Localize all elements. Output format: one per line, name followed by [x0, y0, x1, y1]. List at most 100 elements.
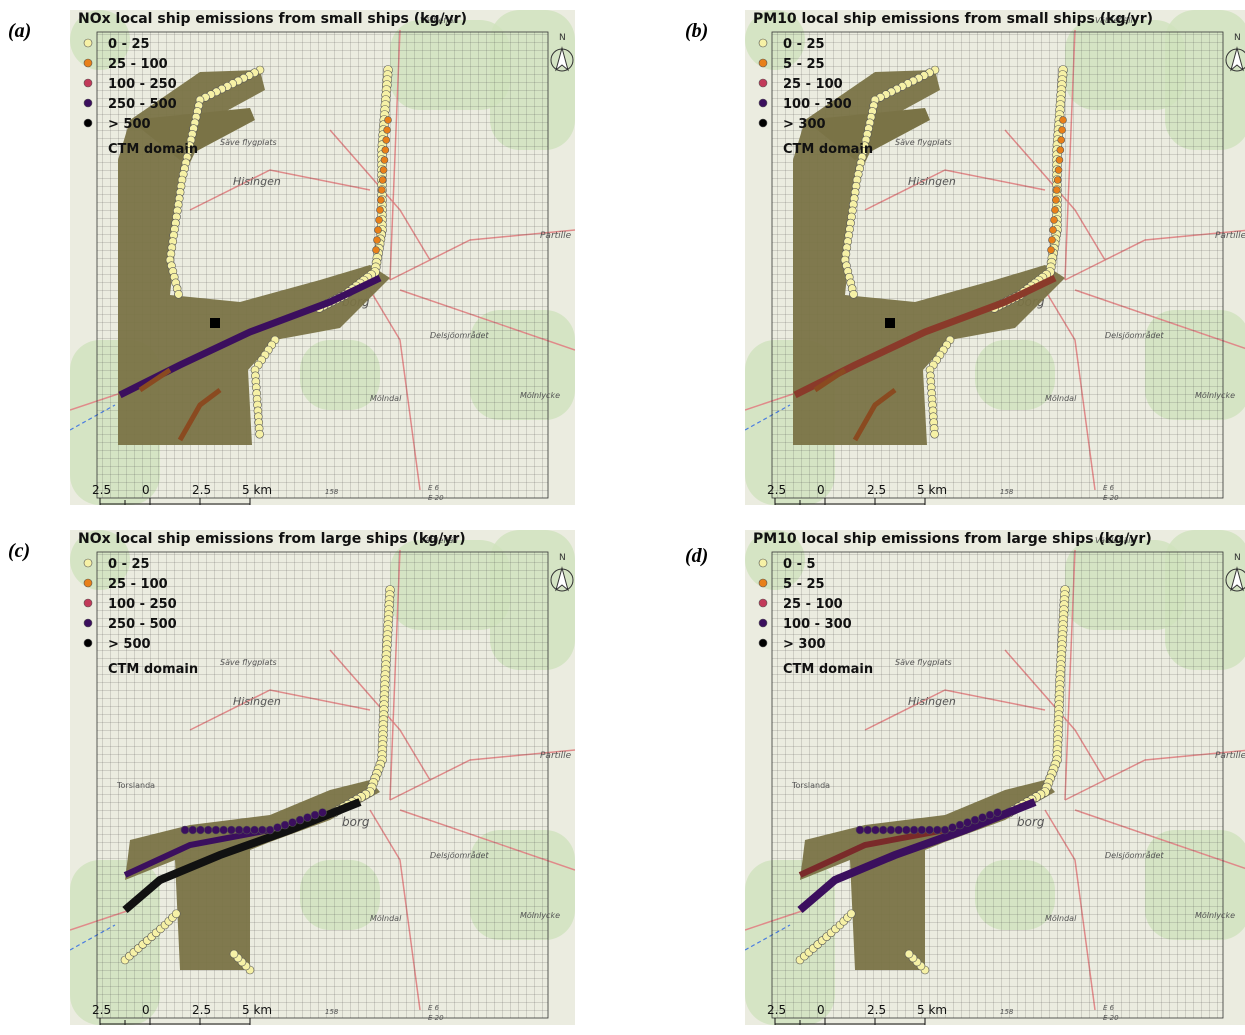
- emission-cell: [374, 237, 381, 244]
- emission-cell: [258, 826, 266, 834]
- legend-label: CTM domain: [783, 662, 873, 677]
- place-label: Säve flygplats: [895, 658, 952, 667]
- legend-label: 0 - 25: [108, 557, 150, 572]
- legend-label: 5 - 25: [783, 57, 825, 72]
- legend-label: 250 - 500: [108, 97, 177, 112]
- emission-cell: [251, 826, 259, 834]
- panel-label: (b): [685, 20, 708, 43]
- place-label: Delsjöområdet: [430, 330, 489, 340]
- emission-cell: [885, 318, 895, 328]
- emission-cell: [933, 826, 941, 834]
- emission-cell: [964, 819, 972, 827]
- place-label: Torslanda: [791, 781, 830, 790]
- emission-cell: [956, 821, 964, 829]
- scale-label: 2.5: [767, 483, 786, 497]
- legend-label: 5 - 25: [783, 577, 825, 592]
- emission-cell: [918, 826, 926, 834]
- scale-label: 5 km: [917, 1003, 947, 1017]
- place-label: 158: [1000, 488, 1014, 496]
- emission-cell: [864, 826, 872, 834]
- place-label: Mölndal: [370, 914, 402, 923]
- emission-cell: [1048, 247, 1055, 254]
- emission-cell: [895, 826, 903, 834]
- emission-cell: [379, 177, 386, 184]
- emission-cell: [377, 207, 384, 214]
- place-label: E 6: [1103, 1004, 1115, 1012]
- legend-symbol: [759, 619, 767, 627]
- scale-label: 2.5: [767, 1003, 786, 1017]
- emission-cell: [979, 814, 987, 822]
- legend-label: CTM domain: [108, 142, 198, 157]
- legend-label: 100 - 300: [783, 617, 852, 632]
- emission-cell: [196, 826, 204, 834]
- place-label: Säve flygplats: [220, 138, 277, 147]
- legend-symbol: [84, 39, 92, 47]
- emission-cell: [1056, 157, 1063, 164]
- emission-cell: [887, 826, 895, 834]
- legend-symbol: [84, 619, 92, 627]
- scale-label: 5 km: [242, 483, 272, 497]
- emission-cell: [212, 826, 220, 834]
- legend-symbol: [84, 119, 92, 127]
- place-label: borg: [342, 815, 370, 829]
- emission-cell: [181, 826, 189, 834]
- north-label: N: [559, 33, 566, 43]
- emission-cell: [383, 137, 390, 144]
- scale-label: 2.5: [92, 1003, 111, 1017]
- emission-cell: [296, 816, 304, 824]
- emission-cell: [373, 247, 380, 254]
- legend-symbol: [759, 119, 767, 127]
- emission-cell: [384, 127, 391, 134]
- emission-cell: [971, 816, 979, 824]
- scale-label: 2.5: [867, 1003, 886, 1017]
- scale-label: 0: [142, 1003, 150, 1017]
- emission-cell: [1054, 177, 1061, 184]
- map-panel: HisingenSäve flygplatsVättlefjällPartill…: [70, 530, 575, 1025]
- emission-cell: [931, 430, 939, 438]
- emission-cell: [377, 197, 384, 204]
- scale-label: 2.5: [192, 483, 211, 497]
- legend-symbol: [759, 39, 767, 47]
- emission-cell: [210, 318, 220, 328]
- panel-title: NOx local ship emissions from small ship…: [78, 11, 467, 27]
- place-label: Partille: [540, 751, 572, 761]
- panel-label: (a): [8, 20, 31, 43]
- emission-cell: [1050, 227, 1057, 234]
- place-label: Hisingen: [233, 175, 281, 188]
- place-label: E 20: [1103, 1014, 1119, 1022]
- place-label: E 20: [428, 1014, 444, 1022]
- place-label: Mölnlycke: [1195, 911, 1235, 920]
- emission-cell: [847, 910, 855, 918]
- place-label: Hisingen: [908, 175, 956, 188]
- emission-cell: [850, 290, 858, 298]
- emission-cell: [986, 811, 994, 819]
- emission-cell: [243, 826, 251, 834]
- place-label: E 6: [1103, 484, 1115, 492]
- place-label: E 6: [428, 1004, 440, 1012]
- scale-label: 0: [817, 1003, 825, 1017]
- emission-cell: [994, 809, 1002, 817]
- scale-label: 2.5: [192, 1003, 211, 1017]
- emission-cell: [175, 290, 183, 298]
- legend-symbol: [84, 639, 92, 647]
- place-label: Partille: [540, 231, 572, 241]
- panel-title: PM10 local ship emissions from large shi…: [753, 531, 1152, 547]
- legend-label: 0 - 25: [783, 37, 825, 52]
- place-label: Mölnlycke: [520, 911, 560, 920]
- emission-cell: [378, 187, 385, 194]
- legend-symbol: [759, 599, 767, 607]
- emission-cell: [902, 826, 910, 834]
- legend-label: 0 - 25: [108, 37, 150, 52]
- emission-cell: [220, 826, 228, 834]
- emission-cell: [856, 826, 864, 834]
- emission-cell: [227, 826, 235, 834]
- place-label: Delsjöområdet: [1105, 330, 1164, 340]
- legend-symbol: [759, 59, 767, 67]
- emission-cell: [1051, 217, 1058, 224]
- emission-cell: [926, 826, 934, 834]
- legend-label: > 300: [783, 117, 826, 132]
- place-label: Hisingen: [908, 695, 956, 708]
- scale-label: 2.5: [867, 483, 886, 497]
